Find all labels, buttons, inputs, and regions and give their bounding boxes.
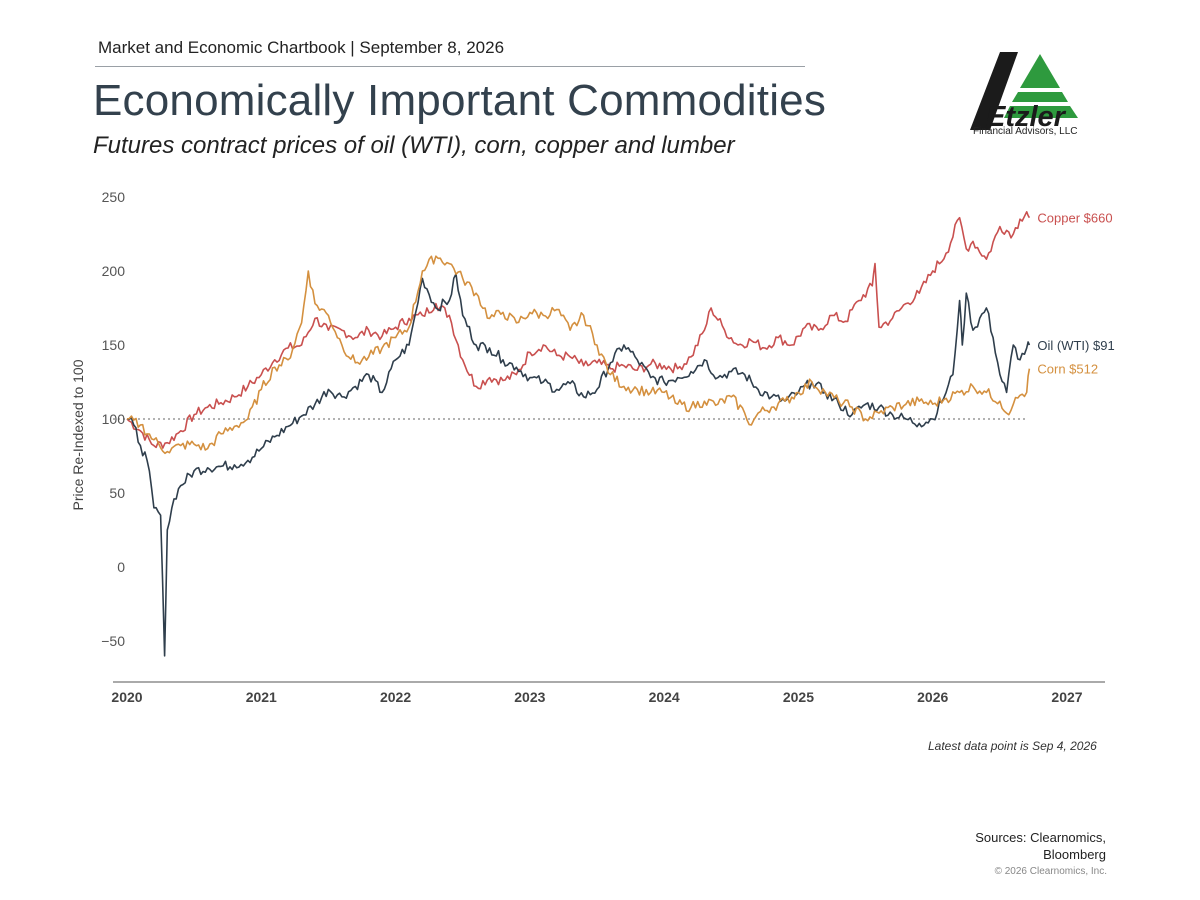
series-end-label: Copper $660 [1037, 211, 1112, 226]
copyright-text: © 2026 Clearnomics, Inc. [994, 866, 1107, 877]
sources-line-1: Sources: Clearnomics, [975, 830, 1106, 845]
sources-text: Sources: Clearnomics, Bloomberg [906, 829, 1106, 863]
page-title: Economically Important Commodities [93, 76, 827, 125]
series-labels: Copper $660 Oil (WTI) $91 Corn $512 [1037, 211, 1114, 377]
x-tick-label: 2025 [783, 689, 814, 705]
latest-data-note: Latest data point is Sep 4, 2026 [928, 739, 1097, 753]
x-tick-label: 2021 [246, 689, 277, 705]
logo-slash-mark [970, 52, 1018, 130]
x-tick-label: 2024 [649, 689, 680, 705]
y-axis-ticks: 250 200 150 100 50 0 −50 [101, 189, 125, 649]
page-subtitle: Futures contract prices of oil (WTI), co… [93, 132, 735, 159]
logo-wordmark: Etzler [986, 101, 1067, 133]
series-end-label: Corn $512 [1037, 362, 1098, 377]
sources-line-2: Bloomberg [1043, 847, 1106, 862]
y-axis-label: Price Re-Indexed to 100 [70, 359, 86, 510]
y-tick-label: 0 [117, 559, 125, 575]
chart-reference-layer [113, 418, 1105, 683]
y-tick-label: 150 [102, 337, 126, 353]
y-tick-label: −50 [101, 633, 125, 649]
y-tick-label: 100 [102, 411, 126, 427]
header-divider [95, 66, 805, 67]
y-tick-label: 250 [102, 189, 126, 205]
x-tick-label: 2023 [514, 689, 545, 705]
logo-triangle-bottom [1004, 106, 1078, 118]
x-tick-label: 2026 [917, 689, 948, 705]
x-tick-label: 2022 [380, 689, 411, 705]
series-line-copper [126, 211, 1031, 449]
logo-tagline: Financial Advisors, LLC [973, 126, 1078, 137]
logo-triangle-top [1020, 54, 1060, 88]
chartbook-header: Market and Economic Chartbook | Septembe… [98, 38, 505, 57]
etzler-logo-icon: Etzler [970, 52, 1078, 133]
series-line-corn [126, 255, 1031, 455]
series-line-oil-wti [126, 273, 1031, 657]
x-tick-label: 2020 [111, 689, 142, 705]
x-axis-ticks: 2020 2021 2022 2023 2024 2025 2026 2027 [111, 689, 1082, 705]
y-tick-label: 200 [102, 263, 126, 279]
series-end-label: Oil (WTI) $91 [1037, 338, 1114, 353]
y-tick-label: 50 [109, 485, 125, 501]
logo-triangle-middle [1012, 92, 1068, 102]
series-layer [126, 211, 1031, 657]
x-tick-label: 2027 [1051, 689, 1082, 705]
